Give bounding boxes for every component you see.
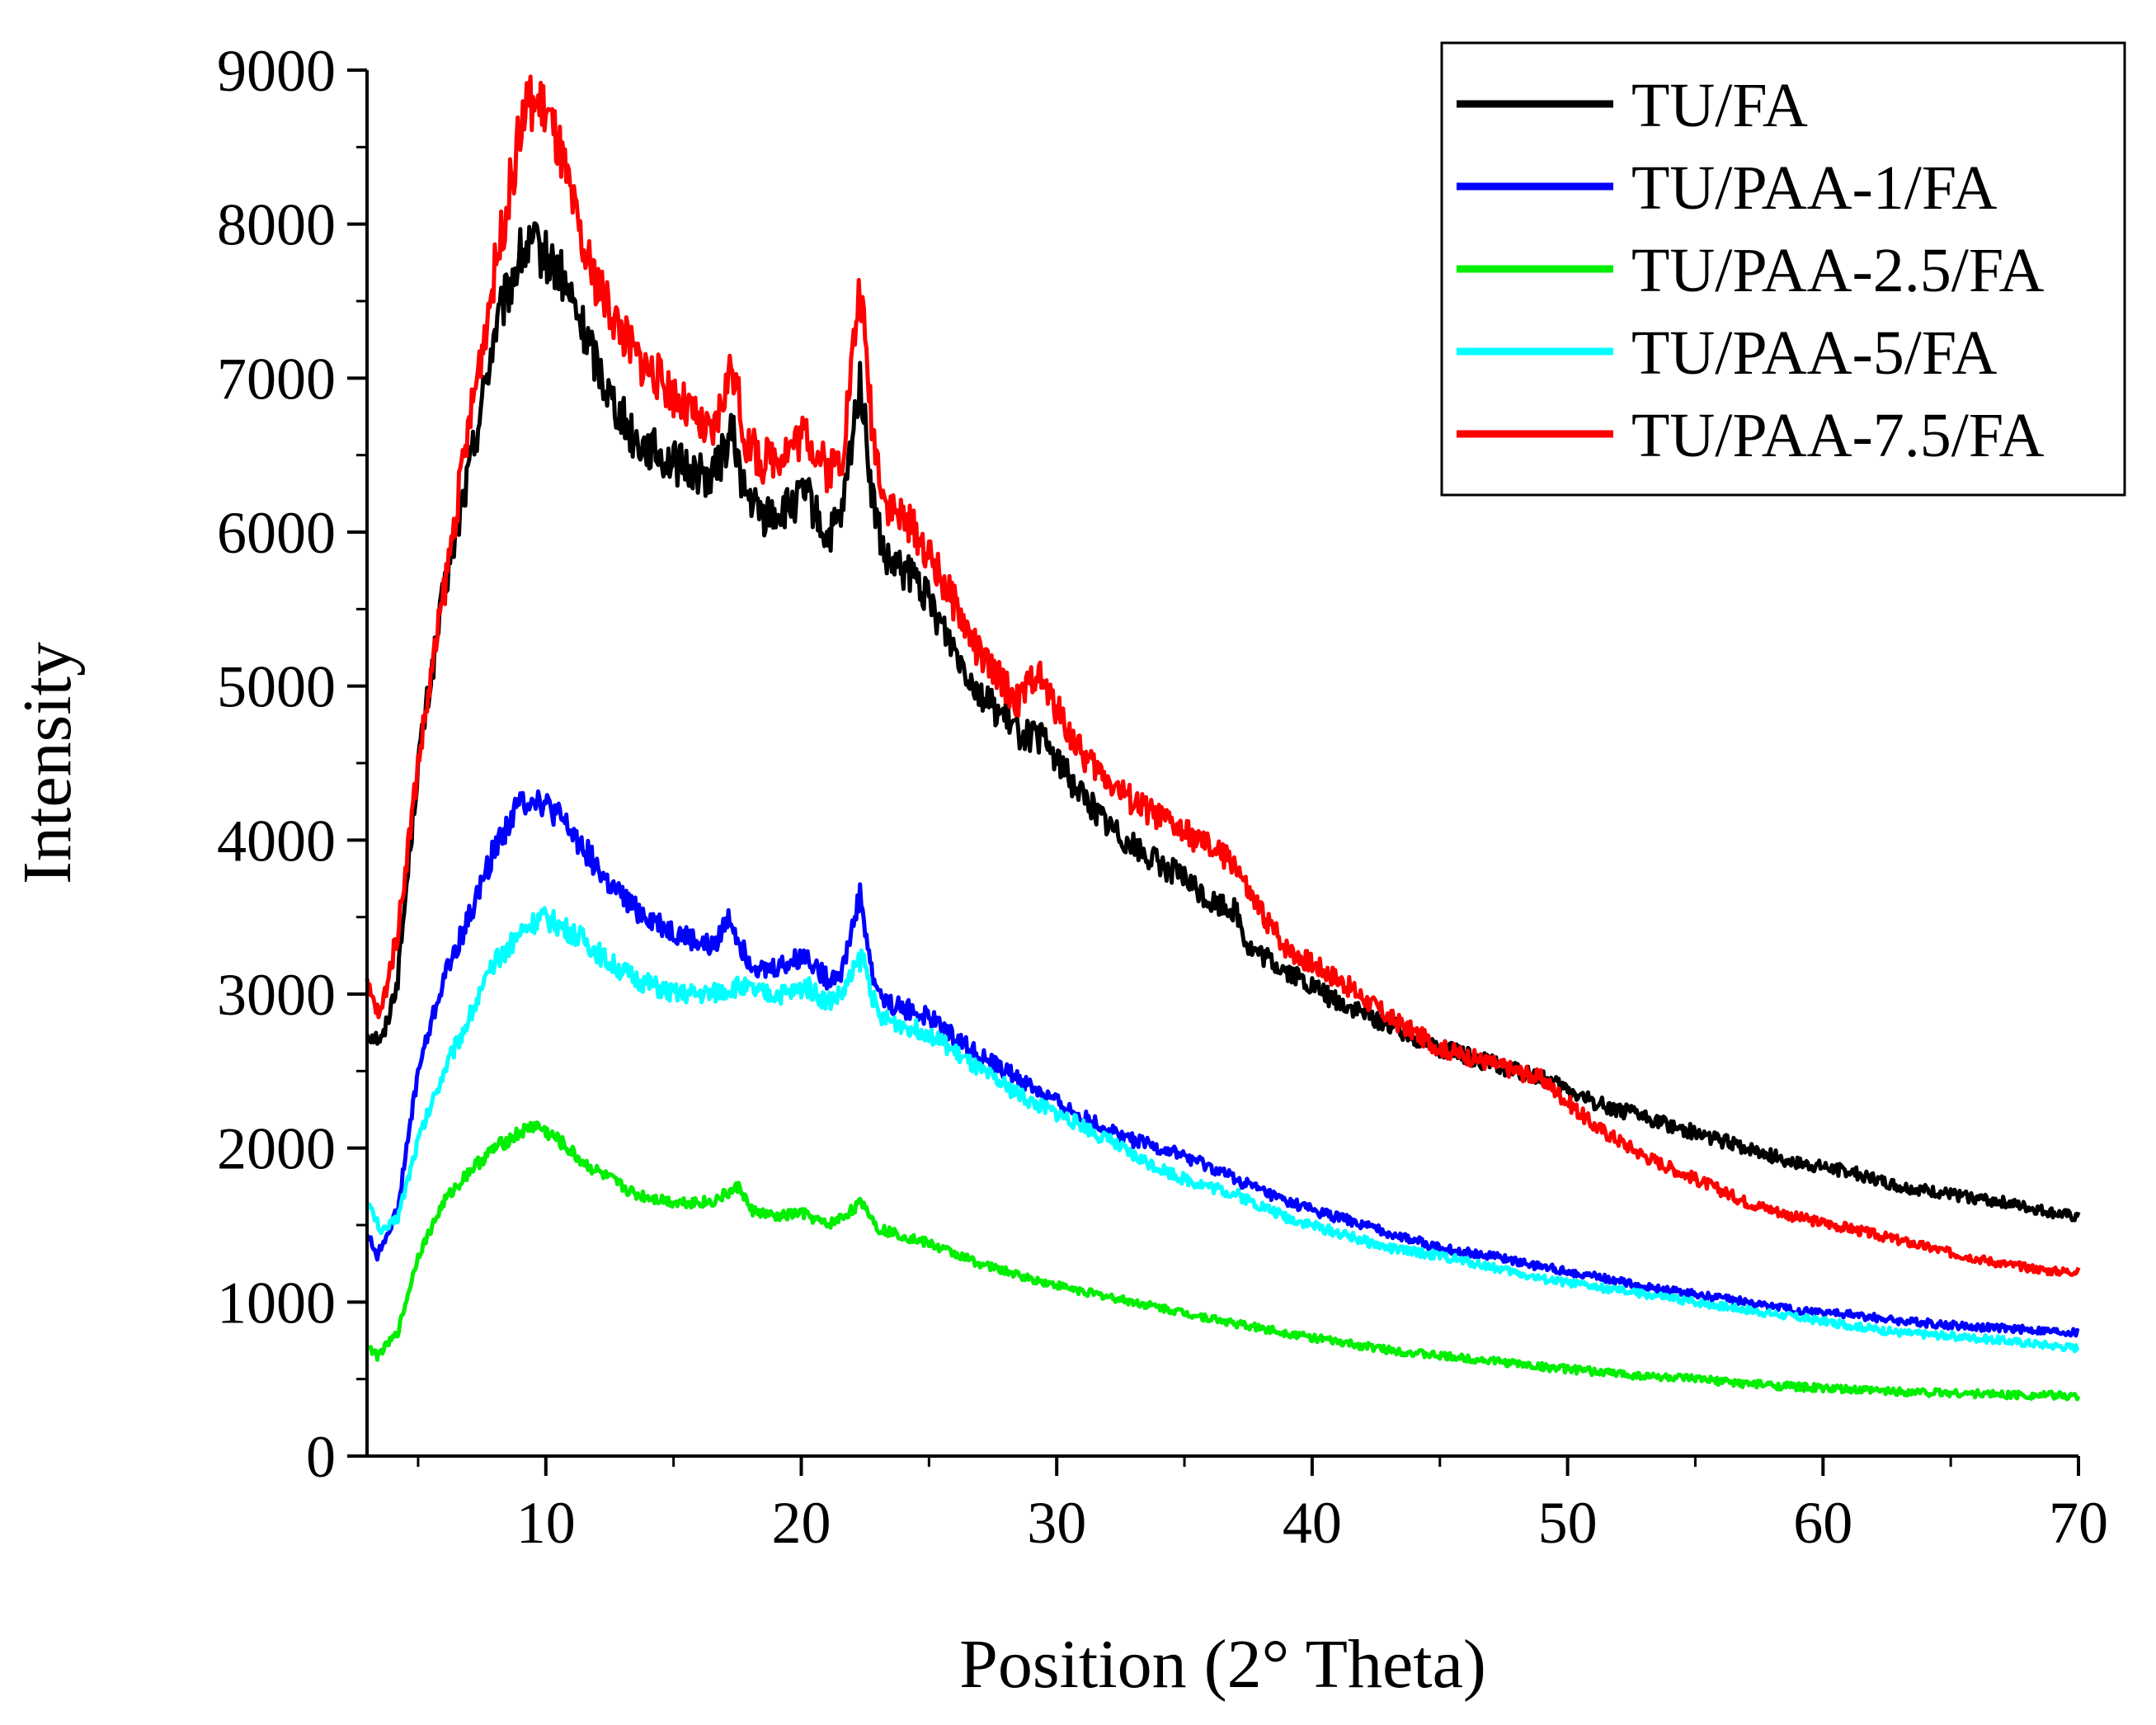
y-tick-label: 8000 — [217, 192, 336, 258]
series-line — [366, 1120, 2081, 1402]
x-tick-label: 20 — [771, 1490, 831, 1556]
y-tick-label: 2000 — [217, 1116, 336, 1182]
series-line — [365, 789, 2080, 1338]
x-ticks-group: 10 20 30 40 50 60 70 — [417, 1456, 2108, 1556]
y-tick-label: 7000 — [217, 346, 336, 412]
series-line — [365, 74, 2081, 1277]
x-tick-label: 30 — [1027, 1490, 1086, 1556]
y-tick-label: 5000 — [217, 654, 336, 720]
legend-label: TU/PAA-7.5/FA — [1631, 401, 2045, 470]
legend-label: TU/PAA-1/FA — [1631, 153, 1998, 223]
y-tick-label: 4000 — [217, 808, 336, 874]
y-tick-label: 3000 — [217, 962, 336, 1028]
legend: TU/FA TU/PAA-1/FA TU/PAA-2.5/FA TU/PAA-5/FA… — [1440, 41, 2126, 497]
x-tick-label: 70 — [2049, 1490, 2108, 1556]
x-tick-label: 50 — [1538, 1490, 1598, 1556]
y-ticks-group: 0 1000 2000 3000 4000 5000 6000 7000 8000 9000 — [217, 38, 367, 1490]
x-tick-label: 10 — [516, 1490, 576, 1556]
y-tick-label: 6000 — [217, 500, 336, 566]
y-tick-label: 9000 — [217, 38, 336, 104]
x-axis-title: Position (2° Theta) — [959, 1626, 1486, 1703]
plot-series-group — [365, 74, 2081, 1402]
legend-label: TU/PAA-2.5/FA — [1631, 236, 2045, 305]
series-line — [365, 221, 2081, 1223]
y-tick-label: 0 — [306, 1424, 336, 1490]
series-line — [365, 906, 2080, 1354]
y-tick-label: 1000 — [217, 1270, 336, 1336]
y-axis-title: Intensity — [9, 642, 86, 884]
legend-label: TU/PAA-5/FA — [1631, 318, 1998, 388]
x-tick-label: 40 — [1283, 1490, 1342, 1556]
x-tick-label: 60 — [1793, 1490, 1852, 1556]
legend-label: TU/FA — [1631, 71, 1808, 140]
